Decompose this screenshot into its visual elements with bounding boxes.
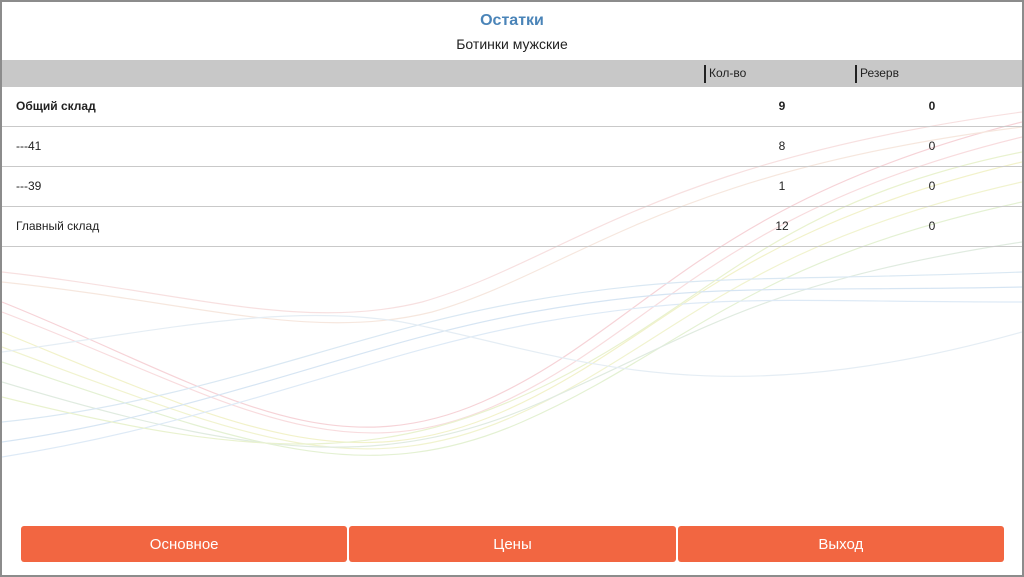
page-title: Остатки [480,12,544,29]
row-reserve: 0 [928,99,936,113]
exit-button[interactable]: Выход [677,526,1004,562]
table-row[interactable]: Главный склад 12 0 [2,207,1022,247]
row-qty: 1 [778,179,786,193]
main-button[interactable]: Основное [21,526,348,562]
page-subtitle: Ботинки мужские [456,36,568,52]
row-reserve: 0 [928,219,936,233]
row-qty: 8 [778,139,786,153]
row-warehouse-name: Общий склад [16,99,96,113]
row-reserve: 0 [928,179,936,193]
column-header-reserve: Резерв [855,65,899,83]
row-warehouse-name: Главный склад [16,219,100,233]
footer-button-bar: Основное Цены Выход [21,526,1004,562]
row-reserve: 0 [928,139,936,153]
row-qty: 12 [775,219,789,233]
row-warehouse-name: ---41 [16,139,42,153]
prices-button[interactable]: Цены [349,526,676,562]
table-row[interactable]: Общий склад 9 0 [2,87,1022,127]
table-row[interactable]: ---41 8 0 [2,127,1022,167]
row-warehouse-name: ---39 [16,179,42,193]
page-header: Остатки Ботинки мужские [2,2,1022,60]
stock-table: Общий склад 9 0 ---41 8 0 ---39 1 0 Глав… [2,87,1022,247]
table-row[interactable]: ---39 1 0 [2,167,1022,207]
table-column-header: Кол-во Резерв [2,60,1022,87]
column-header-qty: Кол-во [704,65,746,83]
row-qty: 9 [778,99,786,113]
